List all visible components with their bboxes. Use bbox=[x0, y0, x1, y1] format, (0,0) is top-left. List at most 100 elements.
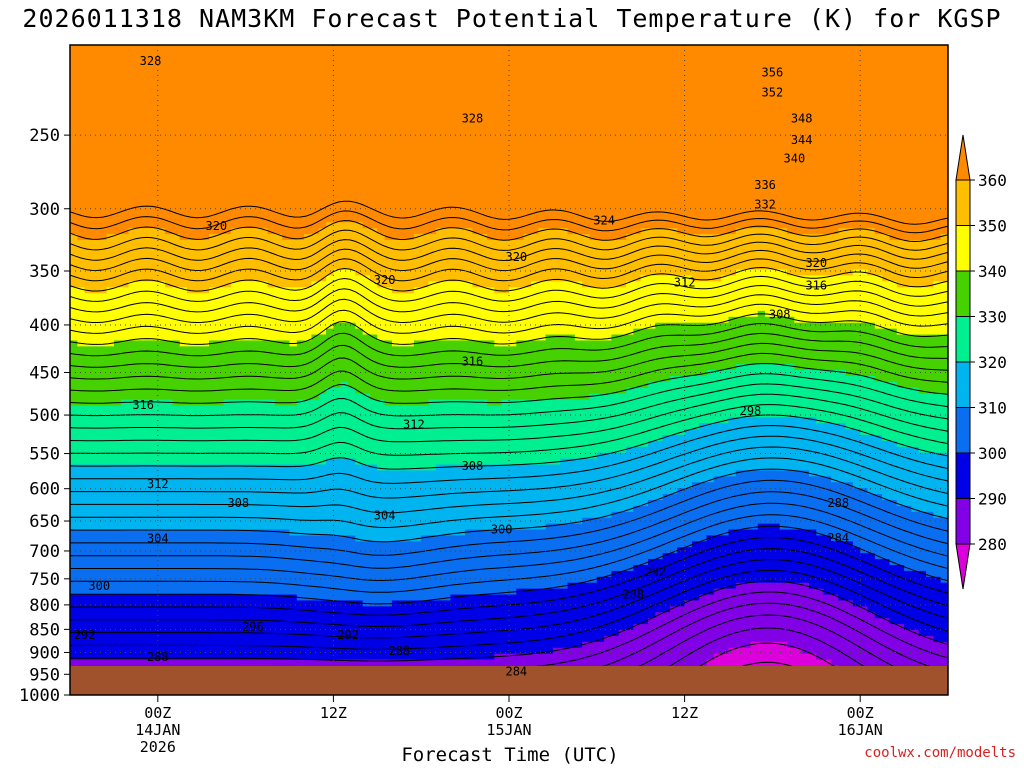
credit-link[interactable]: coolwx.com/modelts bbox=[864, 745, 1016, 761]
contour-label: 348 bbox=[791, 112, 813, 126]
contour-label: 288 bbox=[827, 496, 849, 510]
contour-326 bbox=[70, 383, 948, 430]
colorbar-band bbox=[955, 407, 971, 454]
contour-314 bbox=[70, 446, 948, 514]
colorbar-band bbox=[955, 270, 971, 317]
y-tick-label: 350 bbox=[29, 262, 60, 282]
contour-310 bbox=[70, 468, 948, 543]
contour-label: 316 bbox=[805, 279, 827, 293]
contour-328 bbox=[70, 373, 948, 417]
colorbar-tick-label: 280 bbox=[978, 535, 1007, 554]
contour-label: 356 bbox=[762, 65, 784, 79]
contour-label: 298 bbox=[740, 404, 762, 418]
contour-label: 304 bbox=[374, 508, 396, 522]
contour-340 bbox=[70, 313, 948, 345]
y-tick-label: 250 bbox=[29, 126, 60, 146]
contour-label: 296 bbox=[242, 620, 264, 634]
contour-324 bbox=[70, 393, 948, 443]
y-tick-label: 750 bbox=[29, 570, 60, 590]
colorbar-band bbox=[955, 225, 971, 272]
colorbar-band bbox=[955, 498, 971, 545]
contour-308 bbox=[70, 479, 948, 556]
contour-304 bbox=[70, 502, 948, 581]
y-tick-label: 550 bbox=[29, 445, 60, 465]
contour-label: 312 bbox=[403, 418, 425, 432]
contour-label: 308 bbox=[227, 496, 249, 510]
y-tick-label: 850 bbox=[29, 620, 60, 640]
y-tick-label: 1000 bbox=[19, 686, 60, 706]
contour-label: 344 bbox=[791, 133, 813, 147]
x-tick-label: 00Z bbox=[495, 704, 522, 722]
y-tick-label: 400 bbox=[29, 316, 60, 336]
contour-label: 336 bbox=[754, 178, 776, 192]
colorbar-band bbox=[955, 452, 971, 499]
contour-336 bbox=[70, 332, 948, 368]
contour-302 bbox=[70, 514, 948, 593]
contour-342 bbox=[70, 303, 948, 334]
contour-label: 288 bbox=[147, 650, 169, 664]
y-tick-label: 650 bbox=[29, 512, 60, 532]
x-tick-label: 15JAN bbox=[486, 721, 531, 739]
y-tick-label: 950 bbox=[29, 665, 60, 685]
colorbar-band bbox=[955, 316, 971, 363]
contour-322 bbox=[70, 404, 948, 456]
contour-label: 324 bbox=[593, 214, 615, 228]
contour-label: 288 bbox=[623, 588, 645, 602]
x-axis-label: Forecast Time (UTC) bbox=[401, 744, 619, 766]
colorbar-band bbox=[955, 179, 971, 226]
contour-label: 292 bbox=[337, 628, 359, 642]
colorbar-top-arrow bbox=[955, 134, 971, 181]
x-tick-label: 2026 bbox=[140, 738, 176, 756]
colorbar-tick-label: 310 bbox=[978, 399, 1007, 418]
contour-label: 308 bbox=[769, 308, 791, 322]
colorbar-tick-label: 290 bbox=[978, 490, 1007, 509]
colorbar-tick-label: 320 bbox=[978, 353, 1007, 372]
contour-label: 312 bbox=[147, 477, 169, 491]
contour-label: 312 bbox=[674, 275, 696, 289]
colorbar-tick-label: 340 bbox=[978, 262, 1007, 281]
contour-label: 300 bbox=[491, 523, 513, 537]
y-tick-label: 450 bbox=[29, 364, 60, 384]
contour-label: 328 bbox=[462, 112, 484, 126]
x-tick-label: 16JAN bbox=[838, 721, 883, 739]
contour-label: 304 bbox=[147, 532, 169, 546]
x-tick-label: 00Z bbox=[144, 704, 171, 722]
contour-label: 316 bbox=[462, 355, 484, 369]
contour-label: 332 bbox=[754, 198, 776, 212]
contour-label: 284 bbox=[505, 664, 527, 678]
colorbar-bottom-arrow bbox=[955, 543, 971, 590]
contour-label: 340 bbox=[784, 152, 806, 166]
colorbar-tick-label: 300 bbox=[978, 444, 1007, 463]
contour-296 bbox=[70, 548, 948, 627]
x-tick-label: 14JAN bbox=[135, 721, 180, 739]
contour-312 bbox=[70, 457, 948, 528]
contour-label: 320 bbox=[805, 256, 827, 270]
contour-298 bbox=[70, 536, 948, 616]
contour-292 bbox=[70, 569, 948, 650]
y-tick-label: 300 bbox=[29, 200, 60, 220]
contour-346 bbox=[70, 284, 948, 313]
colorbar-tick-label: 360 bbox=[978, 171, 1007, 190]
contour-label: 292 bbox=[74, 628, 96, 642]
contour-label: 288 bbox=[388, 644, 410, 658]
y-tick-label: 800 bbox=[29, 596, 60, 616]
contour-label: 320 bbox=[205, 219, 227, 233]
contour-364 bbox=[70, 200, 948, 225]
contour-label: 316 bbox=[132, 398, 154, 412]
contour-334 bbox=[70, 342, 948, 380]
colorbar-tick-label: 330 bbox=[978, 308, 1007, 327]
contour-330 bbox=[70, 363, 948, 404]
colorbar-tick-label: 350 bbox=[978, 217, 1007, 236]
contour-344 bbox=[70, 294, 948, 324]
contour-300 bbox=[70, 525, 948, 605]
x-tick-label: 12Z bbox=[320, 704, 347, 722]
contour-label: 284 bbox=[827, 531, 849, 545]
contour-label: 308 bbox=[462, 459, 484, 473]
chart-title: 2026011318 NAM3KM Forecast Potential Tem… bbox=[22, 4, 1002, 33]
x-tick-label: 00Z bbox=[847, 704, 874, 722]
ground-layer bbox=[70, 666, 948, 695]
colorbar-band bbox=[955, 361, 971, 408]
y-tick-label: 500 bbox=[29, 406, 60, 426]
y-tick-label: 600 bbox=[29, 480, 60, 500]
